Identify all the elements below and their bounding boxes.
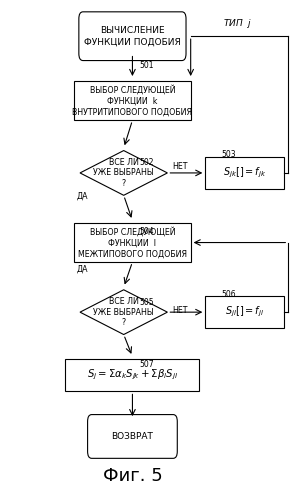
Text: ДА: ДА	[77, 192, 88, 201]
Text: ТИП  $j$: ТИП $j$	[223, 18, 252, 30]
Polygon shape	[80, 150, 167, 196]
Text: ДА: ДА	[77, 264, 88, 274]
Text: 507: 507	[140, 360, 154, 369]
Text: ВЫБОР СЛЕДУЮЩЕЙ
ФУНКЦИИ  l
МЕЖТИПОВОГО ПОДОБИЯ: ВЫБОР СЛЕДУЮЩЕЙ ФУНКЦИИ l МЕЖТИПОВОГО ПО…	[78, 226, 187, 258]
Text: НЕТ: НЕТ	[172, 306, 187, 315]
Text: ВОЗВРАТ: ВОЗВРАТ	[111, 432, 153, 441]
Polygon shape	[80, 290, 167, 335]
Text: Фиг. 5: Фиг. 5	[103, 467, 162, 485]
Text: 504: 504	[140, 227, 154, 236]
Text: 506: 506	[221, 290, 236, 299]
Text: $S_{jk}[]=f_{jk}$: $S_{jk}[]=f_{jk}$	[223, 166, 266, 180]
Bar	[74, 223, 191, 262]
Text: 501: 501	[140, 60, 154, 70]
Bar	[66, 359, 199, 392]
Text: ВСЕ ЛИ
УЖЕ ВЫБРАНЫ
?: ВСЕ ЛИ УЖЕ ВЫБРАНЫ ?	[93, 298, 154, 327]
Text: ВЫЧИСЛЕНИЕ
ФУНКЦИИ ПОДОБИЯ: ВЫЧИСЛЕНИЕ ФУНКЦИИ ПОДОБИЯ	[84, 26, 181, 46]
FancyBboxPatch shape	[88, 414, 177, 459]
Text: $S_{jl}[]=f_{jl}$: $S_{jl}[]=f_{jl}$	[225, 305, 264, 320]
Text: $S_j=\Sigma\alpha_k S_{jk}+\Sigma\beta_l S_{jl}$: $S_j=\Sigma\alpha_k S_{jk}+\Sigma\beta_l…	[87, 368, 178, 382]
Text: ВЫБОР СЛЕДУЮЩЕЙ
ФУНКЦИИ  k
ВНУТРИТИПОВОГО ПОДОБИЯ: ВЫБОР СЛЕДУЮЩЕЙ ФУНКЦИИ k ВНУТРИТИПОВОГО…	[72, 85, 193, 117]
Text: 505: 505	[140, 298, 154, 306]
Text: 503: 503	[221, 150, 236, 159]
Text: НЕТ: НЕТ	[172, 162, 187, 171]
Bar	[205, 157, 284, 189]
Text: ВСЕ ЛИ
УЖЕ ВЫБРАНЫ
?: ВСЕ ЛИ УЖЕ ВЫБРАНЫ ?	[93, 158, 154, 188]
FancyBboxPatch shape	[79, 12, 186, 60]
Bar	[74, 82, 191, 120]
Bar	[205, 296, 284, 328]
Text: 502: 502	[140, 158, 154, 168]
